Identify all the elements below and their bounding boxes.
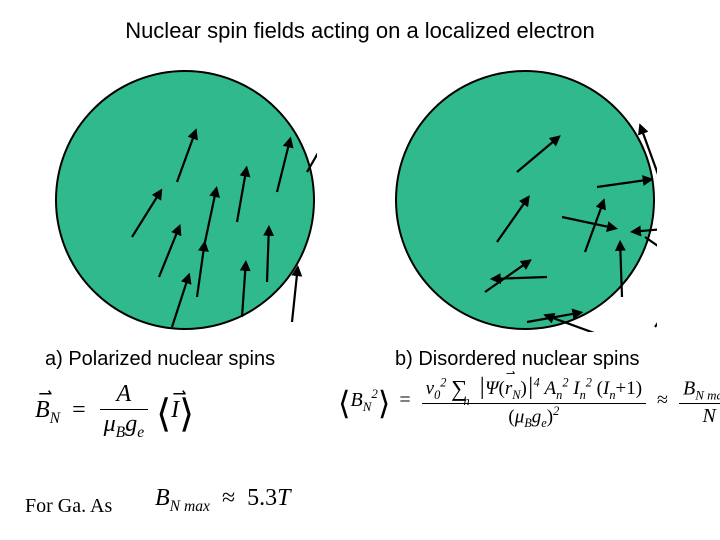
polarized-arrows bbox=[57, 72, 317, 332]
equation-polarized: ⇀ BN = A μBge ⟨⇀I⟩ bbox=[35, 380, 194, 442]
equation-bnmax: BN max ≈ 5.3T bbox=[155, 485, 290, 516]
footer-label: For Ga. As bbox=[25, 495, 112, 518]
caption-right: b) Disordered nuclear spins bbox=[395, 348, 640, 371]
polarized-panel bbox=[55, 70, 315, 330]
disordered-panel bbox=[395, 70, 655, 330]
equation-disordered: ⟨BN2⟩ = ν02 ∑n |Ψ(⇀rN)|4 An2 In2 (In+1) … bbox=[338, 372, 720, 431]
disordered-circle bbox=[395, 70, 655, 330]
page-title: Nuclear spin fields acting on a localize… bbox=[70, 18, 650, 44]
polarized-circle bbox=[55, 70, 315, 330]
caption-left: а) Polarized nuclear spins bbox=[45, 348, 275, 371]
disordered-arrows bbox=[397, 72, 657, 332]
